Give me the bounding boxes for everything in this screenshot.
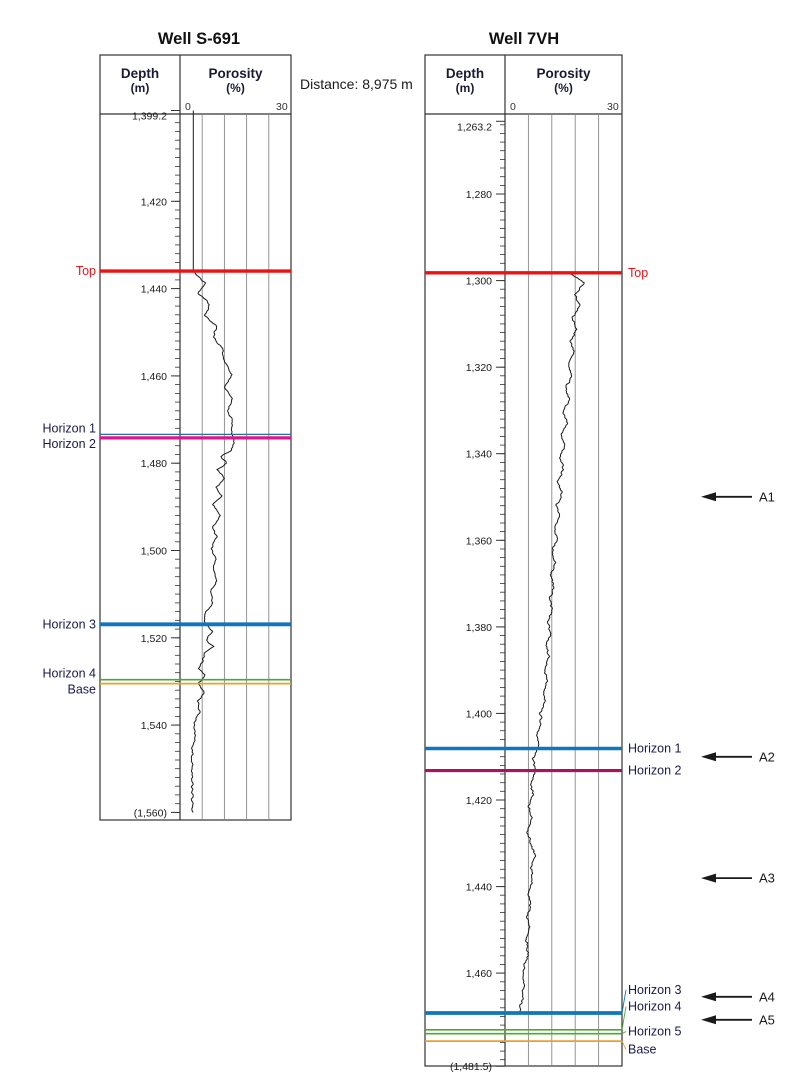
svg-text:(1,560): (1,560)	[134, 807, 167, 819]
svg-text:Top: Top	[628, 266, 648, 280]
svg-text:A2: A2	[759, 749, 775, 764]
svg-text:1,400: 1,400	[466, 708, 492, 720]
svg-text:A5: A5	[759, 1012, 775, 1027]
svg-text:Base: Base	[68, 683, 97, 697]
svg-text:1,263.2: 1,263.2	[457, 121, 492, 133]
svg-text:1,360: 1,360	[466, 535, 492, 547]
svg-text:(1,481.5): (1,481.5)	[450, 1061, 492, 1073]
svg-text:1,540: 1,540	[141, 720, 167, 732]
svg-text:(m): (m)	[131, 81, 150, 95]
svg-text:(%): (%)	[554, 81, 573, 95]
svg-text:1,280: 1,280	[466, 189, 492, 201]
svg-text:Depth: Depth	[121, 66, 159, 81]
svg-text:0: 0	[185, 101, 191, 113]
svg-text:Porosity: Porosity	[208, 66, 263, 81]
svg-text:Depth: Depth	[446, 66, 484, 81]
svg-text:1,420: 1,420	[141, 196, 167, 208]
svg-text:A4: A4	[759, 989, 775, 1004]
svg-text:1,320: 1,320	[466, 362, 492, 374]
svg-text:A1: A1	[759, 489, 775, 504]
svg-text:Horizon 5: Horizon 5	[628, 1025, 682, 1039]
svg-text:Well 7VH: Well 7VH	[489, 30, 559, 48]
svg-text:1,500: 1,500	[141, 546, 167, 558]
svg-text:Horizon 1: Horizon 1	[43, 421, 97, 435]
svg-text:Horizon 3: Horizon 3	[43, 617, 97, 631]
svg-text:Base: Base	[628, 1042, 657, 1056]
svg-text:1,399.2: 1,399.2	[132, 111, 167, 123]
svg-text:1,340: 1,340	[466, 449, 492, 461]
svg-text:Distance: 8,975 m: Distance: 8,975 m	[300, 76, 413, 92]
svg-text:1,440: 1,440	[141, 284, 167, 296]
svg-text:1,460: 1,460	[466, 968, 492, 980]
svg-text:1,460: 1,460	[141, 371, 167, 383]
svg-text:Horizon 4: Horizon 4	[628, 1000, 682, 1014]
svg-text:A3: A3	[759, 871, 775, 886]
svg-text:30: 30	[607, 101, 619, 113]
svg-text:Well S-691: Well S-691	[158, 30, 240, 48]
svg-text:(m): (m)	[456, 81, 475, 95]
svg-text:Horizon 2: Horizon 2	[628, 764, 682, 778]
svg-text:Porosity: Porosity	[536, 66, 591, 81]
svg-text:Top: Top	[76, 264, 96, 278]
svg-text:0: 0	[510, 101, 516, 113]
svg-text:Horizon 2: Horizon 2	[43, 437, 97, 451]
svg-text:1,480: 1,480	[141, 458, 167, 470]
svg-text:30: 30	[276, 101, 288, 113]
svg-text:1,300: 1,300	[466, 276, 492, 288]
svg-text:1,380: 1,380	[466, 622, 492, 634]
svg-text:(%): (%)	[226, 81, 245, 95]
svg-text:1,520: 1,520	[141, 633, 167, 645]
svg-text:Horizon 1: Horizon 1	[628, 742, 682, 756]
svg-text:Horizon 4: Horizon 4	[43, 667, 97, 681]
svg-text:1,420: 1,420	[466, 795, 492, 807]
svg-text:1,440: 1,440	[466, 882, 492, 894]
svg-text:Horizon 3: Horizon 3	[628, 983, 682, 997]
